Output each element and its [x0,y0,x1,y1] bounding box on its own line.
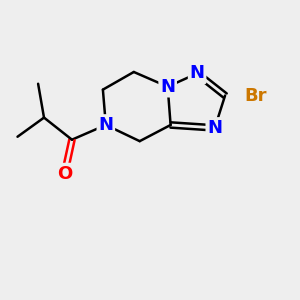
Text: N: N [190,64,205,82]
Text: Br: Br [245,86,267,104]
Text: N: N [207,119,222,137]
Text: O: O [57,165,72,183]
Text: N: N [98,116,113,134]
Text: N: N [160,78,175,96]
